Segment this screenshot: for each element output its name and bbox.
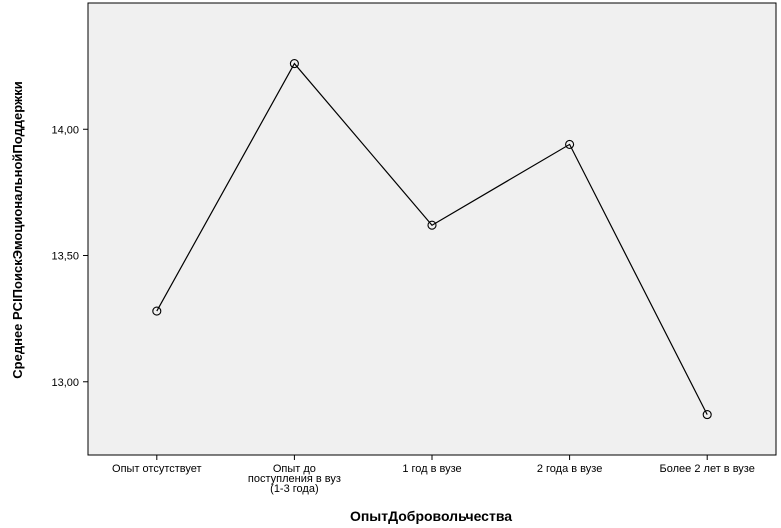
x-tick-label: Опыт до поступления в вуз (1-3 года) [248,463,341,495]
x-tick-label: 1 год в вузе [402,463,461,475]
x-axis-title: ОпытДобровольчества [350,508,512,524]
x-tick-label: Опыт отсутствует [112,463,202,475]
y-axis: 13,00 13,50 14,00 [51,124,88,389]
y-axis-title: Среднее PCIПоискЭмоциональнойПоддержки [10,81,25,378]
x-tick-label: 2 года в вузе [537,463,602,475]
x-tick-label: Более 2 лет в вузе [660,463,755,475]
data-point [427,220,437,230]
data-point [152,306,162,316]
data-point [289,59,299,69]
y-tick-label: 13,00 [51,377,79,389]
x-axis: Опыт отсутствует Опыт до поступления в вуз… [112,455,755,495]
y-tick-label: 13,50 [51,251,79,263]
data-point [565,139,575,149]
data-point [702,410,712,420]
series-line [156,62,708,415]
y-tick-label: 14,00 [51,124,79,136]
data-points [152,59,712,420]
